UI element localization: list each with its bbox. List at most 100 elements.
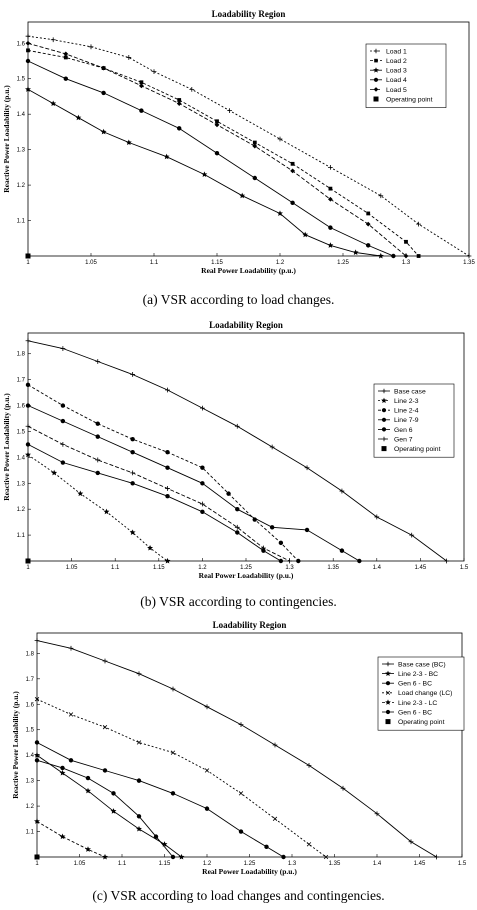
x-tick-label: 1.15 <box>159 861 171 867</box>
data-point <box>34 818 40 824</box>
legend-entry: Line 2-3 - BC <box>382 670 438 678</box>
data-point <box>25 58 31 64</box>
x-tick-label: 1.05 <box>85 260 97 266</box>
y-tick-label: 1.1 <box>26 830 35 836</box>
data-point <box>110 808 117 814</box>
legend-marker <box>385 681 391 686</box>
legend-entry: Line 2-4 <box>378 408 419 415</box>
y-tick-label: 1.5 <box>17 77 26 83</box>
legend-marker <box>373 87 379 92</box>
data-point <box>306 762 312 768</box>
data-point <box>306 842 312 847</box>
chart-a: Loadability Region 1 1.05 1.1 1.15 1.2 1.25 1.3… <box>2 9 475 275</box>
legend-entry: Load 1 <box>370 48 407 55</box>
data-point <box>60 418 66 424</box>
data-point <box>165 465 170 470</box>
data-point <box>252 143 258 149</box>
legend-entry: Operating point <box>385 719 445 726</box>
data-point <box>204 768 210 773</box>
data-point <box>177 126 182 131</box>
series-7 <box>34 854 40 860</box>
x-tick-label: 1.15 <box>211 260 223 266</box>
legend-marker <box>385 699 391 705</box>
legend-marker <box>373 96 379 102</box>
legend-marker <box>381 408 387 413</box>
data-point <box>302 231 309 238</box>
series-line <box>27 35 470 257</box>
data-point <box>25 558 31 564</box>
series-4 <box>25 58 396 259</box>
x-tick-label: 1.2 <box>198 565 207 571</box>
data-point <box>170 791 176 796</box>
y-tick-label: 1.2 <box>17 183 26 189</box>
legend-label: Gen 6 - BC <box>398 709 432 716</box>
data-point <box>281 854 286 860</box>
data-point <box>466 253 472 259</box>
series-3 <box>25 382 301 564</box>
data-point <box>201 171 208 177</box>
legend-box <box>377 656 465 731</box>
series-1 <box>25 338 449 564</box>
legend-marker <box>381 446 387 452</box>
data-point <box>25 451 31 458</box>
data-point <box>238 829 244 834</box>
legend-entry: Load 2 <box>370 58 407 65</box>
data-point <box>88 44 94 50</box>
data-point <box>290 168 295 174</box>
data-point <box>365 221 371 227</box>
legend-label: Load 4 <box>386 77 407 84</box>
legend-label: Operating point <box>386 96 433 103</box>
x-axis-label: Real Power Loadability (p.u.) <box>199 571 294 580</box>
data-point <box>136 740 142 745</box>
data-point <box>339 548 345 553</box>
data-point <box>304 465 310 471</box>
data-point <box>101 65 106 71</box>
legend-entry: Gen 6 - BC <box>382 709 432 716</box>
caption-c: (c) VSR according to load changes and co… <box>92 888 385 903</box>
data-point <box>50 100 57 107</box>
series-6 <box>25 423 292 564</box>
caption-b: (b) VSR according to contingencies. <box>140 594 337 609</box>
legend-marker <box>374 58 378 63</box>
x-tick-label: 1.5 <box>460 565 469 571</box>
y-tick-label: 1.4 <box>17 455 26 461</box>
data-point <box>25 40 31 46</box>
data-point <box>130 372 136 377</box>
legend-marker <box>385 661 391 667</box>
series-5 <box>25 40 409 259</box>
y-tick-label: 1.7 <box>26 677 35 683</box>
data-point <box>366 211 371 216</box>
x-axis-label: Real Power Loadability (p.u.) <box>202 867 297 876</box>
data-point <box>25 86 31 92</box>
data-point <box>296 558 301 564</box>
data-point <box>164 557 171 564</box>
data-point <box>139 108 144 113</box>
data-point <box>239 192 246 199</box>
data-point <box>59 769 66 776</box>
legend-marker <box>381 397 387 404</box>
legend-marker <box>385 709 391 715</box>
series-4 <box>34 696 329 860</box>
data-point <box>136 671 142 677</box>
x-tick-label: 1.35 <box>327 565 339 571</box>
series-line <box>36 821 106 858</box>
x-tick-label: 1 <box>26 260 30 266</box>
series-5 <box>25 442 284 564</box>
data-point <box>34 854 40 860</box>
y-tick-label: 1.1 <box>17 533 26 539</box>
data-point <box>147 544 154 551</box>
data-point <box>323 854 329 860</box>
y-axis-label: Reactive Power Loadability (p.u.) <box>2 393 11 501</box>
x-tick-label: 1.45 <box>415 565 427 571</box>
y-tick-label: 1.5 <box>17 429 26 435</box>
chart-title: Loadability Region <box>212 9 286 19</box>
data-point <box>328 225 333 230</box>
data-point <box>100 128 107 135</box>
legend-marker <box>373 67 379 73</box>
data-point <box>26 48 30 53</box>
y-tick-label: 1.8 <box>26 651 35 657</box>
x-tick-label: 1.35 <box>329 861 341 867</box>
y-tick-label: 1.8 <box>17 352 26 358</box>
data-point <box>215 119 219 124</box>
legend-marker <box>373 48 379 54</box>
